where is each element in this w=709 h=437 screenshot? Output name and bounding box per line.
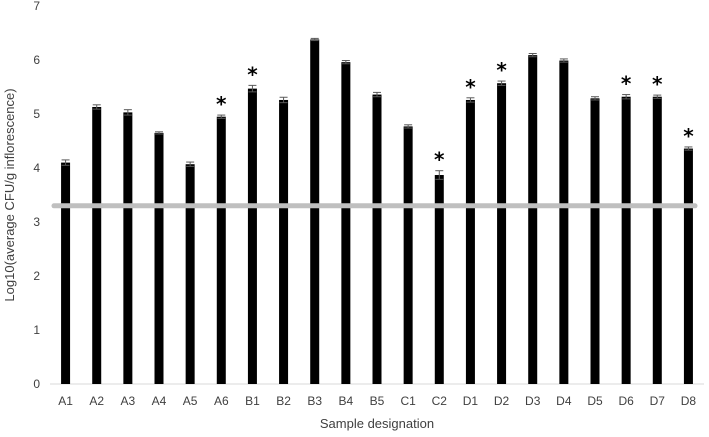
x-tick-label: D7 [650,394,666,408]
x-tick-label: D4 [556,394,572,408]
bar-a2 [92,106,102,384]
bar-d5 [590,98,600,384]
error-bar-d7 [653,94,662,99]
error-bar-b2 [279,96,288,104]
y-tick-label: 7 [33,0,40,13]
x-tick-label: B5 [370,394,385,408]
y-tick-label: 4 [33,161,40,175]
x-tick-label: A1 [58,394,73,408]
error-bar-d5 [591,96,599,101]
error-bar-b1 [248,84,257,93]
x-tick-label: B3 [307,394,322,408]
x-axis-title: Sample designation [320,416,434,431]
y-axis-title: Log10(average CFU/g inflorescence) [2,88,17,301]
significance-star: * [247,62,258,86]
significance-markers: * * * * * * * * [216,58,694,172]
x-tick-label: A5 [183,394,198,408]
x-tick-label: D8 [681,394,697,408]
significance-star: * [465,75,476,99]
error-bar-b3 [310,37,319,42]
y-tick-label: 6 [33,53,40,67]
x-tick-label: B2 [276,394,291,408]
bar-d4 [559,60,569,384]
error-bar-d4 [559,58,568,63]
error-bar-c1 [404,124,413,129]
x-tick-label: D2 [494,394,510,408]
error-bar-a5 [186,161,195,167]
bars [61,39,693,385]
bar-a6 [216,116,226,384]
error-bar-a4 [155,131,163,135]
x-tick-label: B1 [245,394,260,408]
x-tick-label: A3 [121,394,136,408]
bar-a3 [123,112,133,384]
y-tick-label: 2 [33,269,40,283]
y-tick-label: 3 [33,215,40,229]
y-tick-label: 0 [33,377,40,391]
x-tick-label: A6 [214,394,229,408]
x-tick-label: D6 [618,394,634,408]
significance-star: * [621,72,632,96]
x-tick-label: C1 [400,394,416,408]
error-bar-c2 [435,170,444,180]
bar-d8 [683,148,693,384]
bar-d6 [621,96,631,384]
bar-d7 [652,96,662,384]
bar-a1 [61,162,71,384]
error-bar-a2 [92,104,101,110]
significance-star: * [652,72,663,96]
x-tick-label: A4 [152,394,167,408]
error-bar-a3 [123,109,132,116]
x-axis-ticks: A1 A2 A3 A4 A5 A6 B1 B2 B3 B4 B5 C1 C2 D1 D2 D3 D4 D5 D6 D7… [58,394,696,408]
error-bar-b4 [341,60,350,65]
significance-star: * [496,58,507,82]
bar-b5 [372,94,382,384]
error-bar-a1 [61,159,70,166]
bar-d1 [465,99,475,385]
error-bar-a6 [217,114,226,119]
bar-b3 [310,39,320,384]
bar-d3 [528,55,538,384]
bar-c2 [434,175,444,384]
y-axis-ticks: 0 1 2 3 4 5 6 7 [33,0,40,391]
significance-star: * [683,124,694,148]
significance-star: * [434,148,445,172]
x-tick-label: D5 [587,394,603,408]
significance-star: * [216,92,227,116]
y-tick-label: 5 [33,107,40,121]
error-bar-d2 [497,80,506,86]
bar-d2 [497,83,507,384]
error-bars [61,37,693,180]
y-tick-label: 1 [33,323,40,337]
x-tick-label: B4 [339,394,354,408]
bar-b4 [341,62,351,384]
bar-b1 [247,88,257,385]
x-tick-label: C2 [432,394,448,408]
bar-a4 [154,132,164,384]
error-bar-d1 [466,97,475,103]
bar-a5 [185,164,195,384]
x-tick-label: A2 [89,394,104,408]
error-bar-d3 [528,53,537,58]
error-bar-d8 [684,146,693,151]
bar-b2 [279,99,289,385]
error-bar-d6 [622,94,631,100]
bar-c1 [403,126,413,385]
x-tick-label: D3 [525,394,541,408]
error-bar-b5 [373,91,381,98]
x-tick-label: D1 [463,394,479,408]
